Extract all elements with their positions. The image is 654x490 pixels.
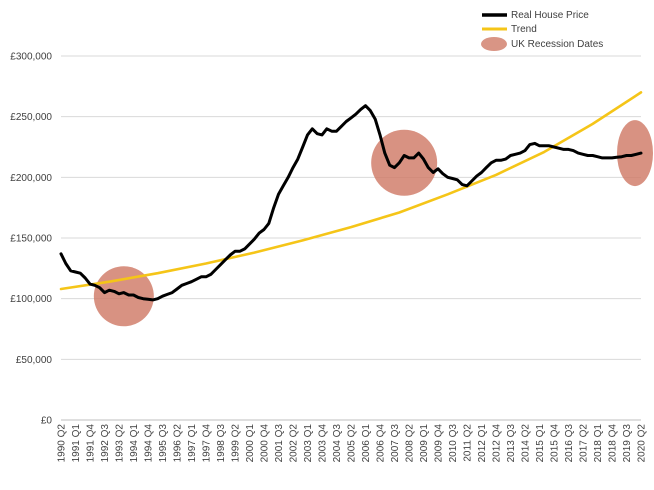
x-tick-label: 2020 Q2 bbox=[637, 424, 648, 463]
x-tick-label: 1997 Q1 bbox=[187, 424, 198, 463]
y-tick-label: £50,000 bbox=[16, 355, 53, 366]
x-tick-label: 2015 Q1 bbox=[535, 424, 546, 463]
real-house-price-line bbox=[59, 104, 643, 302]
y-tick-label: £200,000 bbox=[10, 173, 52, 184]
x-tick-label: 2009 Q1 bbox=[419, 424, 430, 463]
x-tick-label: 1999 Q2 bbox=[231, 424, 242, 463]
x-tick-label: 2011 Q2 bbox=[463, 424, 474, 462]
y-tick-label: £0 bbox=[41, 416, 53, 427]
x-tick-label: 1994 Q4 bbox=[144, 424, 155, 463]
trend-line bbox=[59, 91, 643, 291]
x-tick-label: 1998 Q3 bbox=[216, 424, 227, 463]
x-tick-label: 1990 Q2 bbox=[57, 424, 68, 463]
recession-markers bbox=[93, 120, 653, 327]
y-tick-label: £250,000 bbox=[10, 112, 52, 123]
legend-label-real-house-price: Real House Price bbox=[511, 10, 589, 21]
recession-marker bbox=[371, 129, 438, 196]
x-tick-label: 2013 Q3 bbox=[506, 424, 517, 463]
x-tick-label: 1996 Q2 bbox=[173, 424, 184, 463]
y-tick-label: £150,000 bbox=[10, 234, 52, 245]
x-tick-label: 2008 Q2 bbox=[405, 424, 416, 463]
x-tick-label: 1991 Q1 bbox=[71, 424, 82, 463]
x-tick-label: 2012 Q4 bbox=[492, 424, 503, 463]
x-tick-label: 1997 Q4 bbox=[202, 424, 213, 463]
y-axis-tick-labels: £0 £50,000 £100,000 £150,000 £200,000 £250,00… bbox=[10, 52, 52, 427]
x-tick-label: 2012 Q1 bbox=[477, 424, 488, 463]
y-tick-label: £100,000 bbox=[10, 294, 52, 305]
x-tick-label: 2007 Q3 bbox=[390, 424, 401, 463]
x-tick-label: 1993 Q2 bbox=[115, 424, 126, 463]
x-tick-label: 2019 Q3 bbox=[622, 424, 633, 463]
x-tick-label: 2009 Q4 bbox=[434, 424, 445, 463]
series-lines bbox=[59, 91, 643, 302]
gridlines bbox=[61, 55, 641, 421]
y-tick-label: £300,000 bbox=[10, 52, 52, 63]
x-tick-label: 1991 Q4 bbox=[86, 424, 97, 463]
x-tick-label: 1994 Q1 bbox=[129, 424, 140, 463]
x-tick-label: 2001 Q3 bbox=[274, 424, 285, 463]
x-tick-label: 2000 Q4 bbox=[260, 424, 271, 463]
x-tick-label: 2003 Q1 bbox=[303, 424, 314, 463]
legend: Real House Price Trend UK Recession Date… bbox=[481, 10, 603, 51]
legend-label-recession: UK Recession Dates bbox=[511, 39, 603, 50]
legend-swatch-recession bbox=[481, 37, 507, 51]
x-tick-label: 2006 Q4 bbox=[376, 424, 387, 463]
x-tick-label: 2002 Q2 bbox=[289, 424, 300, 463]
x-tick-label: 2017 Q2 bbox=[579, 424, 590, 463]
x-tick-label: 2000 Q1 bbox=[245, 424, 256, 463]
x-tick-label: 2018 Q1 bbox=[593, 424, 604, 463]
x-tick-label: 1995 Q3 bbox=[158, 424, 169, 463]
x-tick-label: 2004 Q3 bbox=[332, 424, 343, 463]
x-tick-label: 2006 Q1 bbox=[361, 424, 372, 463]
legend-label-trend: Trend bbox=[511, 24, 537, 35]
x-axis-tick-labels: 1990 Q2 1991 Q1 1991 Q4 1992 Q3 1993 Q2 1994 … bbox=[57, 424, 648, 463]
x-tick-label: 2016 Q3 bbox=[564, 424, 575, 463]
x-tick-label: 2005 Q2 bbox=[347, 424, 358, 463]
x-tick-label: 2018 Q4 bbox=[608, 424, 619, 463]
x-tick-label: 2010 Q3 bbox=[448, 424, 459, 463]
x-tick-label: 1992 Q3 bbox=[100, 424, 111, 463]
x-tick-label: 2015 Q4 bbox=[550, 424, 561, 463]
x-tick-label: 2014 Q2 bbox=[521, 424, 532, 463]
x-tick-label: 2003 Q4 bbox=[318, 424, 329, 463]
